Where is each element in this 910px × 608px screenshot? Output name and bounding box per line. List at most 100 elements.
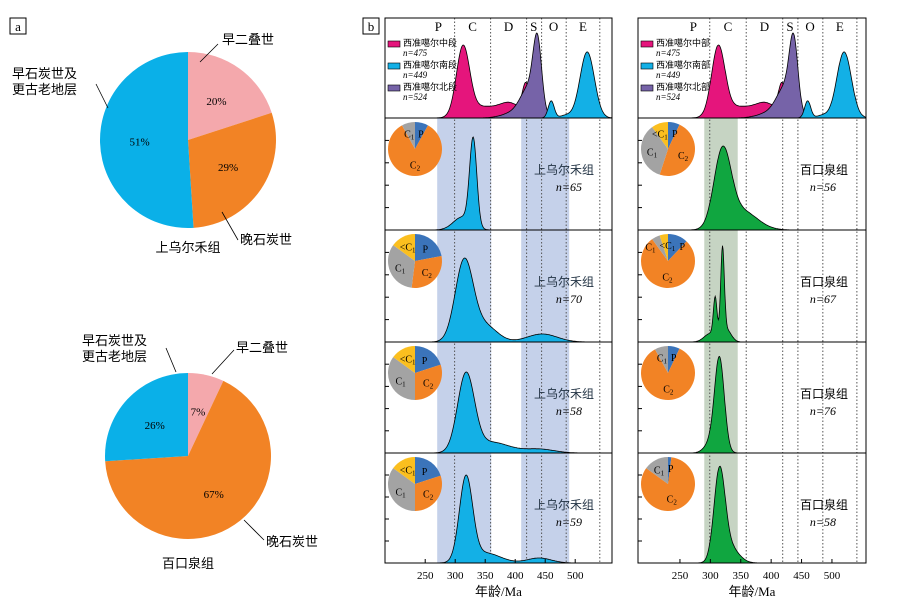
mini-pie-label: P [422,467,428,478]
period-label: E [579,19,587,34]
leader-line [221,211,239,241]
legend-count: n=449 [656,70,681,80]
pie-slice-label: 早二叠世 [222,33,274,48]
sample-count: n=70 [556,292,582,306]
legend-swatch [640,40,654,48]
mini-pie-label: C2 [410,160,421,172]
pie-slice-percent: 20% [206,96,226,108]
period-label: S [530,19,537,34]
pie-slice [188,373,224,456]
sample-name: 百口泉组 [800,163,848,177]
mini-pie-slice [668,346,680,373]
pie-slice-label: 早石炭世及 [12,67,77,82]
sample-name: 上乌尔禾组 [534,497,594,512]
sample-name: 百口泉组 [800,387,848,401]
mini-pie-label: C1 [654,466,665,478]
mini-pie-slice [393,457,415,484]
pie-slice-percent: 7% [191,406,206,418]
leader-line [95,83,109,109]
x-tick-label: 500 [567,570,584,582]
sample-count: n=58 [810,515,836,529]
mini-pie-slice [668,122,680,149]
summary-pies: 20%早二叠世29%晚石炭世51%早石炭世及更古老地层上乌尔禾组7%早二叠世67… [12,33,318,572]
x-tick-label: 400 [763,570,780,582]
mini-pie-slice [415,364,442,400]
legend-label: 西准噶尔北部 [656,81,710,93]
mini-pie-label: P [668,464,674,475]
period-label: E [836,19,844,34]
pie-slice-label: 早二叠世 [236,341,288,356]
legend-count: n=475 [656,48,681,58]
mini-pie-label: <C1 [400,243,416,255]
x-tick-label: 350 [733,570,750,582]
mini-pie-slice [659,124,695,176]
legend-label: 西准噶尔南部 [656,59,710,71]
pie-slice-percent: 29% [218,162,238,174]
legend-count: n=449 [403,70,428,80]
mini-pie-slice [668,457,672,484]
mini-pie-slice [659,234,668,261]
mini-pie-slice [640,127,668,175]
mini-pie-slice [401,122,415,149]
x-tick-label: 300 [702,570,719,582]
sample-name: 上乌尔禾组 [534,162,594,177]
panel-a-label: a [9,17,27,35]
pie-caption: 百口泉组 [162,556,214,572]
mini-pie-label: C2 [667,495,678,507]
mini-pie-label: P [672,129,678,140]
legend-swatch [640,84,654,92]
mini-pie-slice [641,457,695,511]
period-label: O [549,19,558,34]
pie-slice-percent: 51% [130,137,150,149]
legend-count: n=524 [403,92,428,102]
mini-pie-slice [641,239,696,288]
mini-pie-slice [652,235,668,261]
sample-count: n=56 [810,180,836,194]
period-label: P [690,19,697,34]
pie-slice [99,52,194,228]
pie-slice [188,52,272,140]
mini-pie-label: C1 [395,263,406,275]
mini-pie-label: C1 [395,487,406,499]
mini-pie-label: P [423,245,429,256]
mini-pie-label: <C1 [400,466,416,478]
period-label: D [504,19,513,34]
leader-line [165,347,177,373]
pie-slice-label: 更古老地层 [82,350,147,365]
panel-b-letter: b [368,19,375,34]
period-label: C [468,19,477,34]
mini-pie-label: C2 [663,384,674,396]
x-tick-label: 400 [507,570,524,582]
mini-pie-slice [415,346,441,373]
pie-slice-label: 晚石炭世 [240,233,292,248]
mini-pie-label: <C1 [659,241,675,253]
legend-swatch [387,40,401,48]
legend-swatch [387,62,401,70]
x-axis-label: 年龄/Ma [475,584,522,599]
period-label: C [724,19,733,34]
legend-count: n=524 [656,92,681,102]
mini-pie-slice [388,125,442,177]
pie-slice-label: 晚石炭世 [266,535,318,550]
mini-pie-slice [654,346,668,373]
sample-name: 百口泉组 [800,498,848,512]
sample-count: n=76 [810,404,836,418]
sample-name: 上乌尔禾组 [534,386,594,401]
panel-b-label: b [362,17,380,35]
mini-pie-label: C2 [662,272,673,284]
x-tick-label: 500 [824,570,841,582]
mini-pie-slice [388,245,415,288]
legend-count: n=475 [403,48,428,58]
legend-label: 西准噶尔中段 [403,37,457,49]
leader-line [199,43,219,63]
pie-slice-label: 早石炭世及 [82,334,147,349]
x-tick-label: 450 [793,570,810,582]
x-tick-label: 250 [417,570,434,582]
mini-pie-label: C2 [678,151,689,163]
mini-pie-slice [668,234,687,261]
